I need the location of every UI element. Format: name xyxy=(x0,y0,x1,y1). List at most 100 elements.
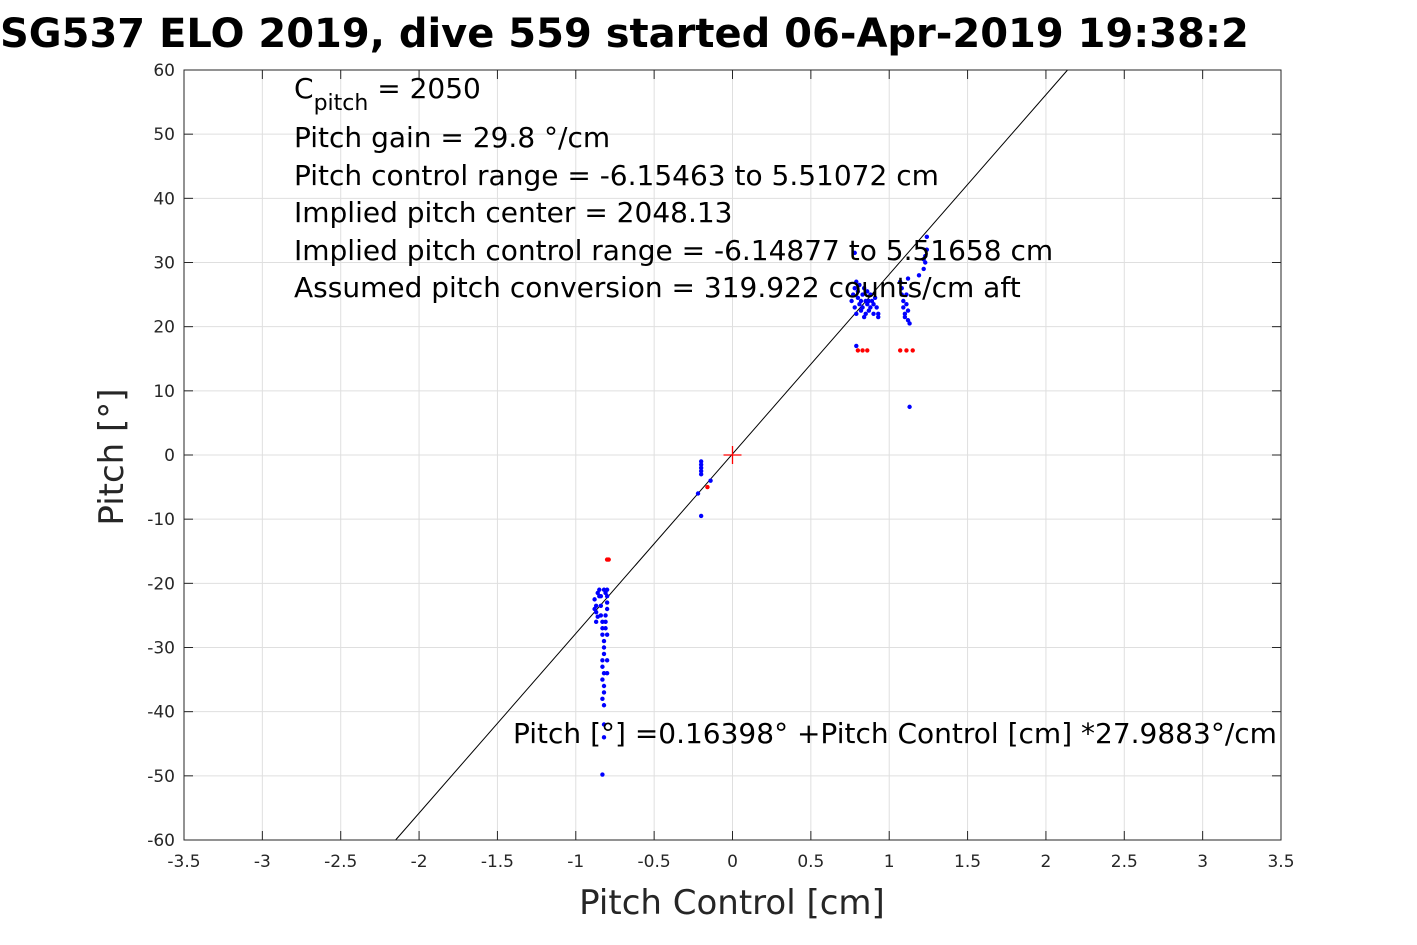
x-tick-label: 1.5 xyxy=(954,852,981,872)
data-point xyxy=(854,279,859,284)
data-point xyxy=(604,587,610,592)
data-point xyxy=(597,587,602,592)
data-point xyxy=(604,600,610,605)
data-point xyxy=(601,651,607,657)
x-tick-label: 3.5 xyxy=(1267,852,1294,872)
data-point xyxy=(852,305,857,310)
x-tick-label: 1 xyxy=(884,852,895,872)
data-point xyxy=(854,311,859,317)
data-point xyxy=(860,305,865,310)
data-point xyxy=(861,285,867,291)
grid-layer xyxy=(183,69,1282,841)
data-point xyxy=(872,295,878,300)
data-point xyxy=(604,632,610,637)
data-point xyxy=(901,305,906,310)
data-point xyxy=(600,696,605,702)
y-tick-label: -60 xyxy=(147,831,175,851)
data-point xyxy=(600,664,605,669)
annotation-implied-center: Implied pitch center = 2048.13 xyxy=(294,196,732,229)
data-point xyxy=(598,593,604,599)
y-tick-label: 0 xyxy=(164,446,175,466)
cpitch-subscript: pitch xyxy=(314,91,369,116)
data-point xyxy=(863,311,868,317)
data-point xyxy=(854,343,859,349)
y-tick-label: 60 xyxy=(153,61,175,81)
data-point xyxy=(600,658,605,663)
data-point xyxy=(849,298,854,304)
data-point xyxy=(902,314,908,320)
annotation-control-range: Pitch control range = -6.15463 to 5.5107… xyxy=(294,159,939,192)
data-point xyxy=(601,683,607,689)
data-point xyxy=(601,645,607,650)
y-tick-label: 10 xyxy=(153,382,175,402)
y-tick-label: -30 xyxy=(147,639,175,659)
data-point xyxy=(865,348,870,353)
data-point xyxy=(850,292,856,297)
x-tick-label: 3 xyxy=(1197,852,1208,872)
data-point xyxy=(698,472,704,477)
data-point xyxy=(924,234,930,240)
annotation-cpitch: Cpitch = 2050 xyxy=(294,72,481,116)
data-point xyxy=(603,626,608,631)
data-point xyxy=(855,348,861,353)
data-point xyxy=(904,302,909,307)
x-tick-label: 0 xyxy=(727,852,738,872)
y-tick-label: -20 xyxy=(147,574,175,594)
data-point xyxy=(601,587,607,592)
fit-equation-label: Pitch [°] =0.16398° +Pitch Control [cm] … xyxy=(513,717,1277,750)
data-point xyxy=(600,632,605,637)
data-point xyxy=(905,308,911,313)
data-point xyxy=(876,311,881,317)
data-point xyxy=(604,670,610,676)
x-tick-label: 0.5 xyxy=(797,852,824,872)
data-point xyxy=(924,247,930,252)
data-point xyxy=(698,468,704,474)
data-point xyxy=(905,276,911,281)
data-point xyxy=(601,722,607,727)
data-point xyxy=(860,348,865,353)
data-point xyxy=(695,491,701,496)
data-point xyxy=(592,597,597,602)
y-tick-label: 40 xyxy=(153,189,175,209)
y-tick-label: 50 xyxy=(153,125,175,145)
data-point xyxy=(598,603,604,608)
data-point xyxy=(901,298,906,304)
data-point xyxy=(916,273,922,278)
x-tick-label: 2 xyxy=(1041,852,1052,872)
data-point xyxy=(921,266,926,272)
data-point xyxy=(858,298,864,304)
annotation-conversion: Assumed pitch conversion = 319.922 count… xyxy=(294,271,1021,304)
data-point xyxy=(855,289,861,294)
x-tick-label: -1 xyxy=(567,852,584,872)
center-marker-layer xyxy=(723,446,742,464)
data-point xyxy=(601,670,607,676)
y-tick-label: -10 xyxy=(147,510,175,530)
data-point xyxy=(604,593,610,599)
data-point xyxy=(904,348,909,353)
data-point xyxy=(603,619,608,625)
data-point xyxy=(899,292,904,297)
data-point xyxy=(600,626,605,631)
data-point xyxy=(600,619,605,625)
y-tick-label: 30 xyxy=(153,254,175,274)
data-point xyxy=(603,613,608,618)
data-point xyxy=(604,606,610,612)
data-point xyxy=(852,285,857,291)
x-tick-label: -1.5 xyxy=(481,852,514,872)
data-point xyxy=(857,282,862,288)
tick-layer: -3.5 -3 -2.5 -2 -1.5 -1 -0.5 0 0.5 1 1.5 2 2.5 3 3.5 -6… xyxy=(147,61,1294,872)
data-point xyxy=(921,257,926,262)
data-point xyxy=(871,311,876,317)
data-point xyxy=(899,285,904,291)
data-point xyxy=(600,772,605,777)
data-point xyxy=(910,348,915,353)
data-points-layer xyxy=(592,234,930,777)
x-tick-label: -0.5 xyxy=(638,852,671,872)
data-point xyxy=(600,677,605,682)
data-point xyxy=(593,619,599,625)
y-tick-label: 20 xyxy=(153,318,175,338)
data-point xyxy=(598,613,604,618)
data-point xyxy=(907,404,912,410)
data-point xyxy=(698,459,704,464)
data-point xyxy=(904,292,909,297)
